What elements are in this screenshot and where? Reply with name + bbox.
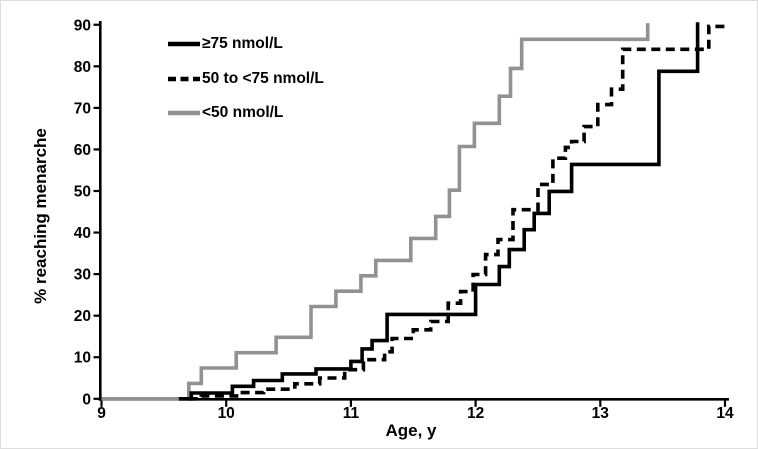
- legend-label-50to75: 50 to <75 nmol/L: [202, 70, 324, 87]
- legend-label-ge75: ≥75 nmol/L: [202, 35, 283, 52]
- y-tick-label: 10: [74, 350, 91, 367]
- series-path-2-solid: [101, 23, 650, 401]
- x-tick-label: 11: [343, 405, 360, 422]
- x-tick-label: 10: [218, 405, 235, 422]
- x-tick-label: 9: [97, 405, 106, 422]
- legend-label-lt50: <50 nmol/L: [202, 104, 284, 121]
- legend-line-solid-black-icon: [168, 41, 200, 47]
- x-tick-label: 13: [592, 405, 610, 422]
- legend-item-ge75: ≥75 nmol/L: [167, 34, 283, 54]
- legend-line-solid-gray-icon: [168, 110, 200, 116]
- y-tick-label: 20: [74, 308, 91, 325]
- y-tick-label: 30: [74, 267, 91, 284]
- y-tick-label: 50: [74, 184, 91, 201]
- legend-item-50to75: 50 to <75 nmol/L: [167, 69, 324, 89]
- legend-item-lt50: <50 nmol/L: [167, 103, 283, 123]
- series-path-0-solid: [178, 22, 700, 401]
- y-tick-label: 0: [82, 391, 91, 408]
- series-path-1-dashed: [188, 24, 725, 401]
- legend-line-dashed-black-icon: [168, 76, 200, 82]
- y-tick-label: 60: [74, 142, 91, 159]
- y-tick-label: 80: [74, 59, 91, 76]
- x-tick-label: 12: [467, 405, 484, 422]
- x-axis-title: Age, y: [385, 421, 437, 440]
- y-tick-label: 40: [74, 225, 91, 242]
- y-axis-title: % reaching menarche: [31, 128, 50, 304]
- x-tick-label: 14: [716, 405, 734, 422]
- y-tick-label: 90: [74, 17, 91, 34]
- y-tick-label: 70: [74, 100, 91, 117]
